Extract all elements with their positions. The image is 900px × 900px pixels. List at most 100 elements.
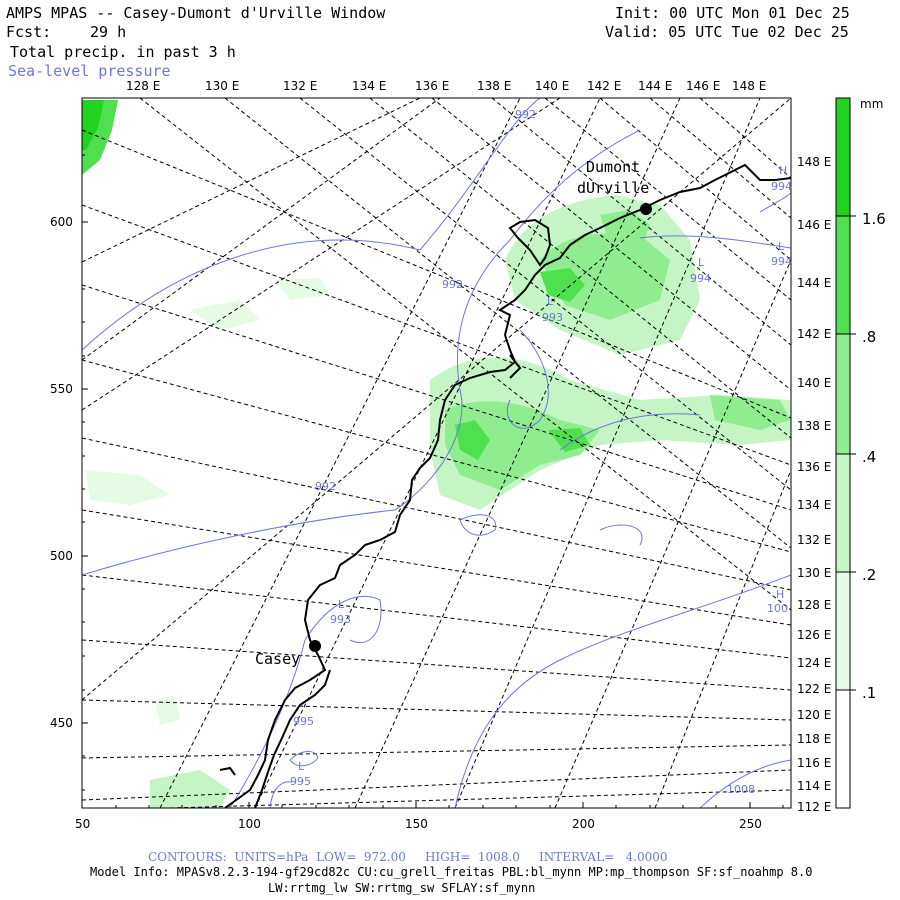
top-longitude-labels: 128 E 130 E 132 E 134 E 136 E 138 E 140 … [126,79,766,93]
pressure-labels: 992 992 992 L 993 L 994 L 994 H 994 L 99… [290,108,792,796]
pressure-label: 993 [542,311,563,324]
x-label: 200 [572,817,595,831]
colorbar-segment [836,216,850,334]
colorbar-segment [836,98,850,216]
pressure-label: L [298,760,305,773]
lon-label: 148 E [797,155,831,169]
lon-label: 128 E [797,598,831,612]
colorbar-label: .4 [862,448,876,466]
casey-label: Casey [255,650,300,668]
lon-label: 124 E [797,656,831,670]
graticule [82,98,791,808]
forecast-hour: 29 h [90,23,127,41]
colorbar-label: .1 [862,684,876,702]
overlay-name: Sea-level pressure [8,62,171,80]
pressure-label: 992 [315,480,336,493]
lon-label: 130 E [797,566,831,580]
lon-label: 132 E [797,533,831,547]
lon-label: 136 E [797,460,831,474]
colorbar-segment [836,454,850,572]
lon-label: 140 E [797,376,831,390]
lon-label: 146 E [797,218,831,232]
pressure-label: 992 [442,278,463,291]
pressure-label: 994 [690,272,711,285]
map-title: AMPS MPAS -- Casey-Dumont d'Urville Wind… [6,4,386,22]
axis-ticks [81,154,784,808]
pressure-label: H [779,164,787,177]
lon-label: 134 E [797,498,831,512]
x-label: 250 [739,817,762,831]
x-label: 150 [405,817,428,831]
contour-info: CONTOURS: UNITS=hPa LOW= 972.00 HIGH= 10… [148,850,668,864]
lon-label: 142 E [797,327,831,341]
pressure-label: 995 [293,715,314,728]
colorbar-frame [835,97,851,809]
colorbar-segment [836,334,850,454]
lon-label: 136 E [415,79,449,93]
pressure-label: 994 [771,180,792,193]
model-info-line2: LW:rrtmg_lw SW:rrtmg_sw SFLAY:sf_mynn [268,881,536,895]
lon-label: 138 E [797,419,831,433]
lon-label: 122 E [797,682,831,696]
y-label: 550 [50,382,73,396]
pressure-label: L [698,256,705,269]
colorbar-unit: mm [860,97,883,111]
pressure-label: L [778,240,785,253]
lon-label: 138 E [477,79,511,93]
lon-label: 120 E [797,708,831,722]
lon-label: 148 E [732,79,766,93]
colorbar-segment [836,690,850,808]
casey-marker [309,640,321,652]
lon-label: 142 E [587,79,621,93]
lon-label: 128 E [126,79,160,93]
city-dumont: Dumont dUrville [577,158,652,215]
lon-label: 140 E [535,79,569,93]
init-time: Init: 00 UTC Mon 01 Dec 25 [615,4,850,22]
colorbar: mm 1.6 .8 .4 .2 .1 [835,97,886,809]
lon-label: 126 E [797,628,831,642]
forecast-label: Fcst: [6,23,52,41]
lon-label: 146 E [686,79,720,93]
lon-label: 130 E [205,79,239,93]
city-casey: Casey [255,640,321,668]
dumont-label-line1: Dumont [586,158,640,176]
lon-label: 112 E [797,800,831,814]
lon-label: 144 E [797,276,831,290]
lon-label: 116 E [797,756,831,770]
dumont-label-line2: dUrville [577,179,649,197]
dumont-marker [640,203,652,215]
y-label: 450 [50,716,73,730]
colorbar-label: .2 [862,566,876,584]
left-axis-labels: 600 550 500 450 [50,215,73,730]
x-label: 50 [75,817,90,831]
pressure-label: 995 [290,775,311,788]
pressure-label: 1008 [727,783,755,796]
valid-time: Valid: 05 UTC Tue 02 Dec 25 [605,23,849,41]
lon-label: 132 E [283,79,317,93]
colorbar-label: .8 [862,328,876,346]
pressure-label: 993 [330,613,351,626]
lon-label: 144 E [638,79,672,93]
map-frame [81,97,792,809]
pressure-label: 992 [515,108,536,121]
y-label: 500 [50,549,73,563]
pressure-label: 994 [771,255,792,268]
pressure-contours [82,98,791,808]
pressure-label: 100 [767,602,788,615]
lon-label: 114 E [797,779,831,793]
model-info: Model Info: MPASv8.2.3-194-gf29cd82c CU:… [90,865,813,879]
right-longitude-labels: 148 E 146 E 144 E 142 E 140 E 138 E 136 … [797,155,831,814]
y-label: 600 [50,215,73,229]
precip-shading [82,100,791,808]
colorbar-label: 1.6 [862,210,886,228]
lon-label: 118 E [797,732,831,746]
field-name: Total precip. in past 3 h [10,43,236,61]
x-label: 100 [238,817,261,831]
lon-label: 134 E [352,79,386,93]
pressure-label: L [547,295,554,308]
bottom-axis-labels: 50 100 150 200 250 [75,817,762,831]
colorbar-segment [836,572,850,690]
pressure-label: H [776,588,784,601]
pressure-label: L [338,598,345,611]
